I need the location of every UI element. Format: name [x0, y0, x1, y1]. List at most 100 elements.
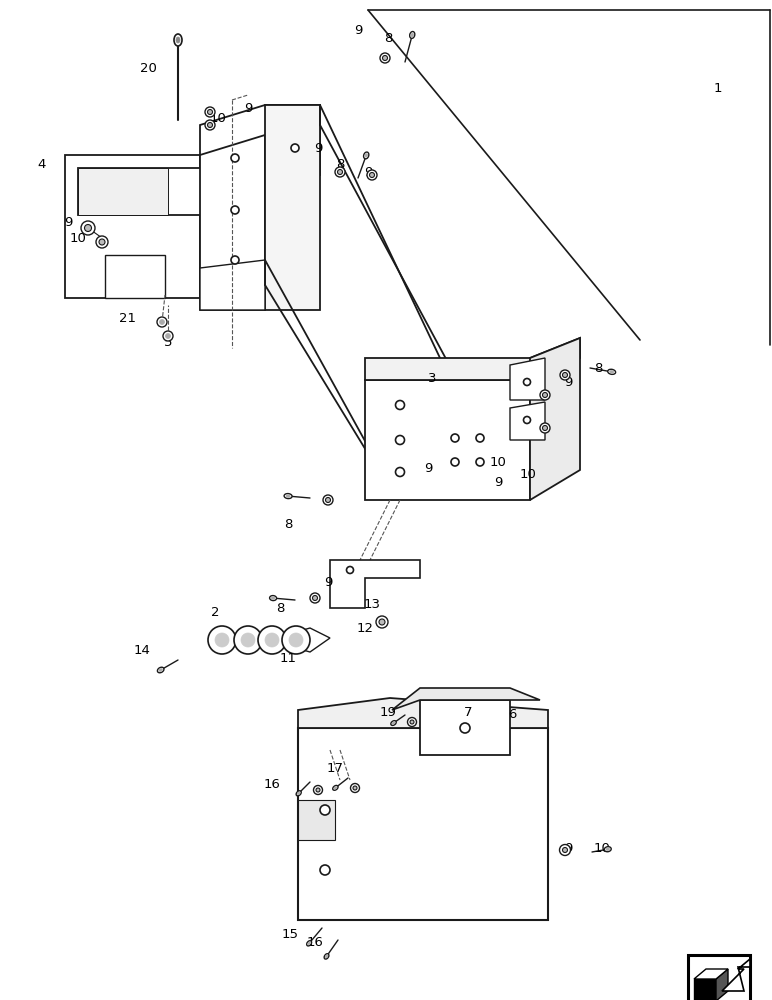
Text: 8: 8	[276, 601, 284, 614]
Ellipse shape	[364, 152, 369, 159]
Circle shape	[208, 109, 212, 114]
Polygon shape	[78, 168, 168, 215]
Ellipse shape	[306, 941, 312, 946]
Circle shape	[476, 434, 484, 442]
Circle shape	[291, 144, 299, 152]
Circle shape	[476, 458, 484, 466]
Text: 21: 21	[120, 312, 137, 324]
Circle shape	[289, 633, 303, 647]
Text: 9: 9	[424, 462, 432, 475]
Text: 17: 17	[327, 762, 344, 774]
Circle shape	[410, 720, 414, 724]
Ellipse shape	[608, 369, 615, 374]
Polygon shape	[200, 105, 320, 175]
Circle shape	[320, 865, 330, 875]
Ellipse shape	[334, 787, 337, 789]
Circle shape	[205, 107, 215, 117]
Text: 9: 9	[564, 842, 572, 854]
Circle shape	[316, 788, 320, 792]
Circle shape	[320, 805, 330, 815]
Circle shape	[258, 626, 286, 654]
Ellipse shape	[157, 667, 164, 673]
Text: 10: 10	[594, 842, 611, 854]
Text: 10: 10	[520, 468, 537, 481]
Text: 15: 15	[282, 928, 299, 942]
Polygon shape	[510, 358, 545, 400]
Ellipse shape	[392, 722, 395, 724]
Text: 11: 11	[279, 652, 296, 664]
Circle shape	[408, 718, 417, 726]
Text: 9: 9	[494, 476, 503, 488]
Text: 13: 13	[364, 598, 381, 611]
Circle shape	[540, 390, 550, 400]
Circle shape	[205, 120, 215, 130]
Circle shape	[540, 423, 550, 433]
Circle shape	[523, 378, 530, 385]
Circle shape	[353, 786, 357, 790]
Ellipse shape	[411, 33, 414, 37]
Circle shape	[380, 53, 390, 63]
Text: 9: 9	[64, 216, 73, 229]
Ellipse shape	[606, 848, 609, 850]
Circle shape	[81, 221, 95, 235]
Text: 14: 14	[134, 644, 151, 656]
Polygon shape	[265, 105, 320, 310]
Polygon shape	[365, 338, 580, 380]
Circle shape	[265, 633, 279, 647]
Ellipse shape	[174, 34, 182, 46]
Circle shape	[370, 172, 374, 178]
Circle shape	[215, 633, 229, 647]
Circle shape	[282, 626, 310, 654]
Polygon shape	[105, 255, 165, 298]
Circle shape	[451, 434, 459, 442]
Circle shape	[376, 616, 388, 628]
Text: 8: 8	[594, 361, 602, 374]
Circle shape	[543, 392, 547, 397]
Ellipse shape	[325, 955, 328, 958]
Polygon shape	[65, 155, 200, 298]
Circle shape	[313, 786, 323, 794]
Text: 10: 10	[489, 456, 506, 468]
Polygon shape	[298, 698, 548, 728]
Circle shape	[451, 458, 459, 466]
Text: 12: 12	[357, 621, 374, 635]
Circle shape	[310, 593, 320, 603]
Ellipse shape	[308, 942, 310, 945]
Text: 20: 20	[140, 62, 157, 75]
Text: 6: 6	[508, 708, 516, 722]
Text: 2: 2	[211, 605, 219, 618]
Ellipse shape	[324, 954, 329, 959]
Circle shape	[231, 154, 239, 162]
Text: 9: 9	[564, 375, 572, 388]
Circle shape	[165, 334, 171, 338]
Text: 8: 8	[336, 158, 344, 172]
Ellipse shape	[271, 597, 275, 599]
Text: 9: 9	[323, 576, 332, 588]
Ellipse shape	[286, 495, 290, 497]
Circle shape	[395, 400, 405, 410]
Ellipse shape	[391, 721, 396, 725]
Ellipse shape	[269, 596, 276, 601]
Circle shape	[335, 167, 345, 177]
Text: 10: 10	[209, 111, 226, 124]
Text: 8: 8	[384, 31, 392, 44]
Circle shape	[231, 206, 239, 214]
Circle shape	[523, 416, 530, 424]
Text: 9: 9	[354, 23, 362, 36]
FancyBboxPatch shape	[688, 955, 750, 1000]
Circle shape	[379, 619, 385, 625]
Circle shape	[350, 784, 360, 792]
Circle shape	[563, 372, 567, 377]
Polygon shape	[365, 380, 530, 500]
Polygon shape	[200, 260, 265, 310]
Ellipse shape	[284, 494, 292, 499]
Circle shape	[382, 55, 388, 60]
Polygon shape	[200, 135, 265, 310]
Ellipse shape	[296, 791, 301, 796]
Text: 9: 9	[244, 102, 252, 114]
Ellipse shape	[333, 785, 338, 790]
Polygon shape	[420, 700, 510, 755]
Circle shape	[560, 370, 570, 380]
Circle shape	[208, 626, 236, 654]
Ellipse shape	[159, 669, 162, 671]
